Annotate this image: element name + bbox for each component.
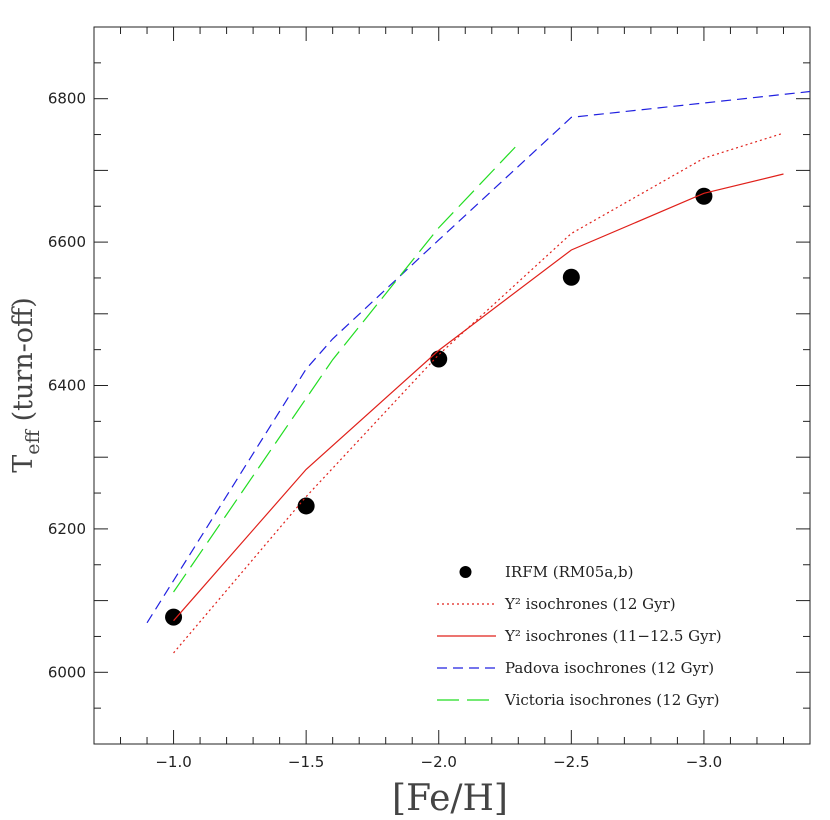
y-tick-label: 6800 bbox=[48, 90, 86, 108]
irfm-point bbox=[165, 608, 183, 626]
axis-ticks: −1.0 −1.5 −2.0 −2.5 −3.0 6000 6200 6400 6600 6800 bbox=[48, 26, 811, 771]
x-tick-label: −1.0 bbox=[155, 753, 191, 771]
series-line-4 bbox=[173, 143, 519, 593]
legend-label: Y² isochrones (11−12.5 Gyr) bbox=[504, 627, 722, 645]
y-tick-label: 6200 bbox=[48, 520, 86, 538]
legend-label: Padova isochrones (12 Gyr) bbox=[505, 659, 714, 677]
x-axis-title: [Fe/H] bbox=[392, 778, 508, 819]
irfm-point bbox=[297, 497, 315, 515]
series-line-2 bbox=[173, 173, 784, 622]
y-tick-label: 6000 bbox=[48, 663, 86, 681]
y-axis-title: Teff (turn-off) bbox=[8, 297, 44, 473]
series-layer bbox=[146, 90, 811, 654]
legend-label: Victoria isochrones (12 Gyr) bbox=[504, 691, 719, 709]
y-tick-label: 6600 bbox=[48, 233, 86, 251]
legend: IRFM (RM05a,b) Y² isochrones (12 Gyr) Y² i… bbox=[437, 563, 722, 709]
irfm-point bbox=[430, 350, 448, 368]
x-tick-label: −3.0 bbox=[686, 753, 722, 771]
x-tick-label: −1.5 bbox=[288, 753, 324, 771]
irfm-point bbox=[562, 268, 580, 286]
x-tick-label: −2.5 bbox=[553, 753, 589, 771]
y-axis-title-rest: (turn-off) bbox=[8, 297, 39, 430]
x-tick-label: −2.0 bbox=[421, 753, 457, 771]
y-axis-title-subscript: eff bbox=[22, 428, 44, 454]
series-line-1 bbox=[173, 132, 784, 654]
legend-marker bbox=[459, 566, 472, 578]
legend-label: IRFM (RM05a,b) bbox=[505, 563, 634, 581]
y-axis-title-main: T bbox=[8, 455, 39, 473]
series-line-3 bbox=[146, 90, 811, 624]
legend-label: Y² isochrones (12 Gyr) bbox=[504, 595, 676, 613]
y-tick-label: 6400 bbox=[48, 377, 86, 395]
